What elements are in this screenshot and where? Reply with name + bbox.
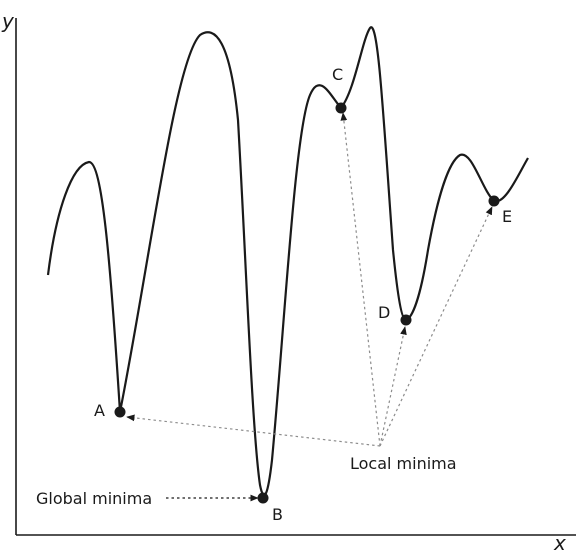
- arrow-to-d: [379, 326, 407, 447]
- x-axis-label: x: [553, 531, 566, 553]
- arrow-to-a: [126, 414, 381, 447]
- label-b: B: [272, 505, 283, 524]
- label-e: E: [502, 207, 512, 226]
- global-minima-annotation: Global minima: [36, 489, 152, 508]
- local-minima-annotation: Local minima: [350, 454, 457, 473]
- loss-curve: [46, 26, 529, 497]
- label-a: A: [94, 401, 105, 420]
- local-minima-arrows: [126, 112, 493, 447]
- point-e: [488, 195, 500, 207]
- minimum-points: [114, 102, 500, 504]
- label-c: C: [332, 65, 343, 84]
- point-b: [257, 492, 269, 504]
- label-d: D: [378, 303, 390, 322]
- y-axis-label: y: [1, 9, 15, 33]
- arrow-to-c: [340, 112, 381, 447]
- axes: y x: [1, 9, 576, 553]
- point-a: [114, 406, 126, 418]
- arrow-to-e: [379, 206, 493, 447]
- point-c: [335, 102, 347, 114]
- point-d: [400, 314, 412, 326]
